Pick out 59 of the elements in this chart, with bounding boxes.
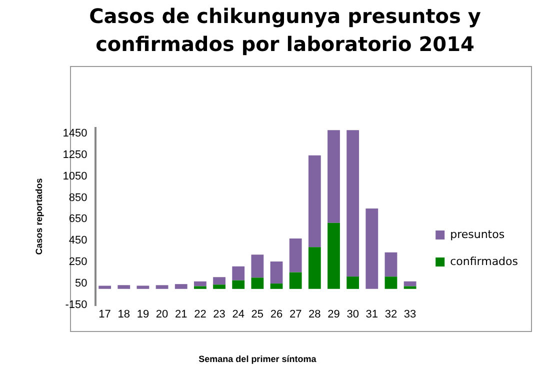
legend-label: presuntos bbox=[450, 228, 505, 241]
bar bbox=[384, 252, 398, 277]
x-tick-label: 28 bbox=[308, 308, 321, 321]
x-tick-label: 23 bbox=[213, 308, 226, 321]
y-tick-label: 1050 bbox=[62, 170, 88, 182]
bar bbox=[346, 276, 360, 289]
x-tick-label: 24 bbox=[232, 308, 244, 321]
y-tick-label: -150 bbox=[65, 299, 88, 312]
legend-label: confirmados bbox=[450, 254, 518, 268]
y-tick-label: 1450 bbox=[62, 127, 88, 140]
bar bbox=[404, 281, 416, 286]
chart-title: Casos de chikungunya presuntos y confirmados por laboratorio 2014 bbox=[88, 3, 482, 58]
bar bbox=[308, 155, 321, 248]
bar bbox=[289, 272, 302, 289]
bar bbox=[118, 285, 130, 289]
x-tick-label: 31 bbox=[366, 308, 378, 321]
bar bbox=[328, 222, 340, 289]
x-tick-label: 17 bbox=[98, 308, 111, 321]
bar bbox=[232, 266, 245, 280]
x-tick-label: 30 bbox=[346, 308, 359, 321]
x-tick-label: 26 bbox=[270, 308, 283, 321]
x-tick-label: 33 bbox=[404, 308, 416, 321]
bar bbox=[213, 277, 226, 285]
y-tick-label: 650 bbox=[68, 213, 88, 226]
bar bbox=[136, 286, 150, 289]
bar bbox=[251, 278, 264, 289]
bar bbox=[384, 276, 398, 289]
bar bbox=[366, 208, 378, 289]
y-tick-label: 450 bbox=[68, 234, 88, 247]
x-axis-title: Semana del primer síntoma bbox=[198, 354, 318, 364]
x-tick-label: 18 bbox=[118, 308, 130, 321]
y-tick-label: 50 bbox=[75, 278, 88, 290]
x-tick-label: 29 bbox=[328, 308, 340, 321]
bar bbox=[174, 284, 188, 289]
bar bbox=[156, 285, 168, 289]
bar bbox=[328, 130, 340, 223]
x-tick-label: 20 bbox=[156, 308, 168, 321]
x-tick-label: 32 bbox=[384, 308, 398, 321]
bar bbox=[404, 286, 416, 289]
bar bbox=[232, 280, 245, 289]
y-tick-label: 850 bbox=[68, 192, 88, 204]
bar bbox=[308, 247, 321, 289]
y-tick-label: 1250 bbox=[62, 148, 88, 161]
bar bbox=[98, 286, 112, 289]
bar bbox=[194, 281, 206, 286]
x-tick-label: 21 bbox=[174, 308, 188, 321]
bar bbox=[346, 130, 360, 277]
bar bbox=[251, 254, 264, 278]
x-tick-label: 25 bbox=[251, 308, 264, 321]
bar bbox=[213, 284, 226, 289]
x-tick-label: 19 bbox=[136, 308, 150, 321]
x-tick-label: 22 bbox=[194, 308, 206, 321]
bar bbox=[270, 262, 283, 284]
y-axis-title: Casos reportados bbox=[34, 178, 44, 255]
bar bbox=[270, 284, 283, 289]
x-tick-label: 27 bbox=[289, 308, 302, 321]
y-tick-label: 250 bbox=[68, 256, 88, 268]
bar bbox=[194, 286, 206, 289]
bar bbox=[289, 238, 302, 272]
